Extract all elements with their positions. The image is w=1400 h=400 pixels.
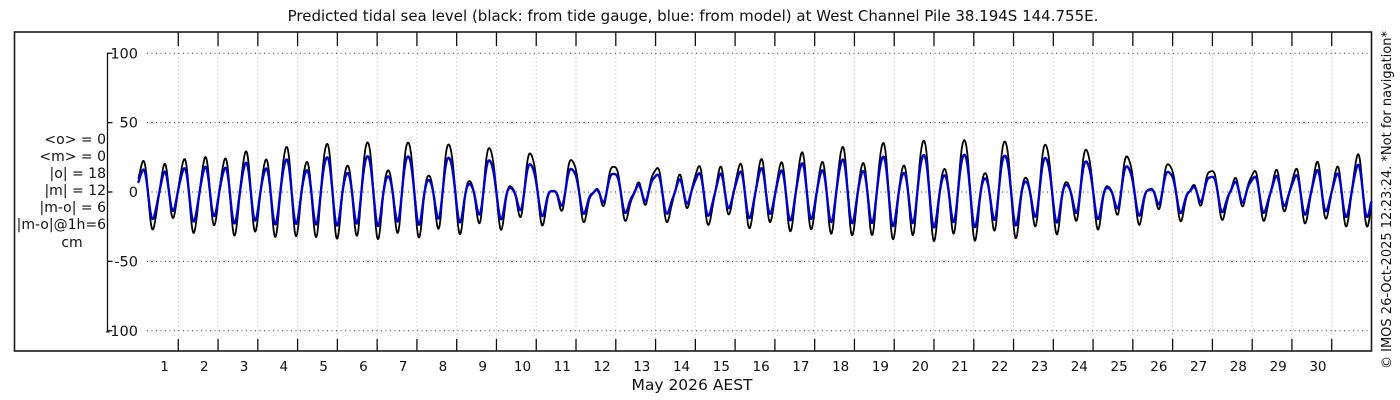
day-tick-label: 27 (1190, 359, 1207, 375)
day-tick-label: 2 (200, 359, 209, 375)
day-tick-label: 3 (240, 359, 249, 375)
day-tick-label: 18 (832, 359, 849, 375)
day-tick-label: 13 (633, 359, 650, 375)
plot-frame-rect (13, 31, 1373, 352)
stats-line: <m> = 0 (39, 149, 106, 165)
day-tick-label: 4 (280, 359, 289, 375)
day-tick-label: 5 (319, 359, 328, 375)
model-curve (137, 153, 1373, 229)
day-tick-label: 17 (792, 359, 809, 375)
day-tick-label: 1 (160, 359, 169, 375)
day-tick-label: 20 (912, 359, 929, 375)
day-tick-label: 28 (1230, 359, 1247, 375)
stats-line: |m| = 12 (44, 183, 106, 199)
day-tick-label: 26 (1150, 359, 1167, 375)
day-tick-label: 12 (593, 359, 610, 375)
day-tick-label: 23 (1031, 359, 1048, 375)
x-axis-month-label: May 2026 AEST (631, 376, 753, 394)
day-tick-label: 16 (753, 359, 770, 375)
watermark-text: © IMOS 26-Oct-2025 12:23:24. *Not for na… (1380, 31, 1395, 369)
data-curves (137, 139, 1373, 243)
day-tick-label: 15 (713, 359, 730, 375)
y-tick-label: -50 (114, 254, 138, 270)
day-tick-label: 30 (1309, 359, 1326, 375)
day-tick-label: 22 (991, 359, 1008, 375)
y-tick-label: 100 (110, 46, 138, 62)
stats-line: <o> = 0 (44, 132, 106, 148)
day-tick-label: 25 (1110, 359, 1127, 375)
day-gridlines (177, 33, 1333, 350)
day-tick-label: 14 (673, 359, 690, 375)
y-tick-label: 0 (129, 185, 138, 201)
y-axis-bracket: 100 50 0 -50 -100 (105, 46, 138, 340)
stats-units-label: cm (61, 235, 82, 251)
plot-frame (13, 31, 1373, 352)
day-tick-label: 9 (478, 359, 487, 375)
stats-line: |m-o|@1h=6 (17, 217, 106, 233)
day-tick-label: 7 (399, 359, 408, 375)
day-tick-label: 21 (951, 359, 968, 375)
day-tick-label: 10 (514, 359, 531, 375)
stats-line: |m-o| = 6 (40, 200, 107, 216)
day-tick-label: 11 (554, 359, 571, 375)
day-tick-label: 24 (1071, 359, 1088, 375)
y-gridlines (147, 52, 1371, 332)
day-tick-label: 29 (1270, 359, 1287, 375)
chart-title: Predicted tidal sea level (black: from t… (288, 7, 1099, 25)
day-tick-label: 19 (872, 359, 889, 375)
y-tick-label: -100 (105, 324, 138, 340)
day-tick-label: 8 (439, 359, 448, 375)
stats-line: |o| = 18 (50, 166, 106, 182)
day-tick-label: 6 (359, 359, 368, 375)
stats-block: <o> = 0<m> = 0|o| = 18|m| = 12|m-o| = 6|… (17, 132, 106, 233)
day-tick-labels: 1 2 3 4 5 6 7 8 9 10 11 12 13 14 15 16 17 18 19 20 21 22 23 24 2… (160, 359, 1326, 375)
y-tick-label: 50 (120, 116, 138, 132)
